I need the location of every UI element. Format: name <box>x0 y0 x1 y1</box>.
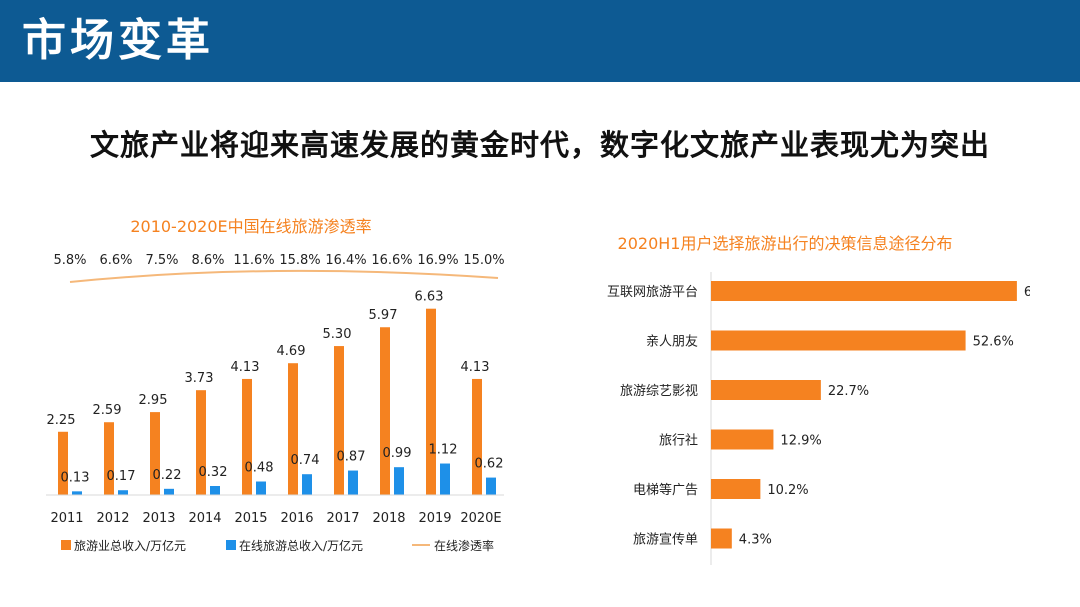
title-bar: 市场变革 <box>0 0 1080 82</box>
penetration-label: 5.8% <box>53 253 86 268</box>
bar-online-revenue <box>348 470 358 495</box>
data-label-online-revenue: 0.32 <box>199 465 228 480</box>
data-label-total-revenue: 4.69 <box>277 344 306 359</box>
category-label: 旅游宣传单 <box>633 532 698 548</box>
x-tick-label: 2013 <box>142 511 175 526</box>
penetration-label: 11.6% <box>233 253 274 268</box>
x-tick-label: 2011 <box>50 511 83 526</box>
x-tick-label: 2015 <box>234 511 267 526</box>
x-tick-label: 2019 <box>418 511 451 526</box>
chart-title: 2010-2020E中国在线旅游渗透率 <box>130 217 371 236</box>
data-label-online-revenue: 0.62 <box>475 457 504 472</box>
category-label: 电梯等广告 <box>633 482 698 498</box>
legend-label-total-revenue: 旅游业总收入/万亿元 <box>74 538 186 553</box>
bar-online-revenue <box>210 486 220 495</box>
bar-online-revenue <box>440 463 450 495</box>
data-label-online-revenue: 0.74 <box>291 453 320 468</box>
data-label-total-revenue: 2.25 <box>47 413 76 428</box>
bar-total-revenue <box>426 308 436 495</box>
bar <box>711 380 821 400</box>
x-tick-label: 2017 <box>326 511 359 526</box>
bar-group: 互联网旅游平台 63.2% 亲人朋友 52.6% 旅游综艺影视 22.7% 旅行社 12.9%… <box>607 281 1030 549</box>
penetration-label: 15.8% <box>279 253 320 268</box>
penetration-label: 8.6% <box>191 253 224 268</box>
data-label-total-revenue: 4.13 <box>461 360 490 375</box>
online-travel-penetration-chart: 2010-2020E中国在线旅游渗透率 5.8% 6.6% 7.5% 8.6% 11.6… <box>46 217 505 553</box>
bar-online-revenue <box>256 481 266 495</box>
legend-label-online-revenue: 在线旅游总收入/万亿元 <box>239 538 363 553</box>
penetration-label: 16.9% <box>417 253 458 268</box>
bar-total-revenue <box>104 422 114 495</box>
data-label: 4.3% <box>739 533 772 548</box>
category-label: 亲人朋友 <box>646 334 698 350</box>
data-label-online-revenue: 0.99 <box>383 446 412 461</box>
penetration-line <box>69 269 499 283</box>
bar <box>711 528 732 549</box>
category-label: 旅行社 <box>659 433 698 449</box>
bar-total-revenue <box>288 363 298 495</box>
penetration-label: 16.4% <box>325 253 366 268</box>
data-label-online-revenue: 0.13 <box>61 470 90 485</box>
headline: 文旅产业将迎来高速发展的黄金时代，数字化文旅产业表现尤为突出 <box>89 128 990 162</box>
bar-online-revenue <box>72 491 82 495</box>
data-label: 22.7% <box>828 384 869 399</box>
bar <box>711 281 1017 301</box>
data-label-total-revenue: 2.95 <box>139 393 168 408</box>
data-label-online-revenue: 0.22 <box>153 468 182 483</box>
data-label-total-revenue: 6.63 <box>415 290 444 305</box>
data-label: 63.2% <box>1024 285 1030 300</box>
bar-total-revenue <box>334 346 344 495</box>
x-tick-label: 2018 <box>372 511 405 526</box>
legend-swatch-total-revenue <box>61 540 71 550</box>
data-label-online-revenue: 1.12 <box>429 443 458 458</box>
x-tick-label: 2020E <box>460 511 501 526</box>
decision-channel-chart: 2020H1用户选择旅游出行的决策信息途径分布 互联网旅游平台 63.2% 亲人朋友… <box>607 234 1030 565</box>
bar-online-revenue <box>164 488 174 495</box>
bar-group: 2.25 0.13 2011 2.59 0.17 2012 2.95 0.22 2013 3.73… <box>47 290 504 526</box>
bar <box>711 429 774 450</box>
page-title: 市场变革 <box>22 15 214 66</box>
x-tick-label: 2016 <box>280 511 313 526</box>
bar-total-revenue <box>472 378 482 495</box>
data-label-online-revenue: 0.48 <box>245 461 274 476</box>
legend: 旅游业总收入/万亿元 在线旅游总收入/万亿元 在线渗透率 <box>61 538 494 553</box>
chart-title: 2020H1用户选择旅游出行的决策信息途径分布 <box>618 234 953 253</box>
data-label-online-revenue: 0.17 <box>107 469 136 484</box>
bar-online-revenue <box>118 490 128 495</box>
penetration-label: 7.5% <box>145 253 178 268</box>
bar-total-revenue <box>380 327 390 495</box>
bar-total-revenue <box>242 378 252 495</box>
data-label-total-revenue: 2.59 <box>93 403 122 418</box>
data-label: 12.9% <box>780 434 821 449</box>
bar <box>711 330 966 351</box>
penetration-label: 15.0% <box>463 253 504 268</box>
penetration-label: 16.6% <box>371 253 412 268</box>
bar <box>711 479 761 499</box>
data-label-total-revenue: 5.97 <box>369 308 398 323</box>
data-label-total-revenue: 3.73 <box>185 371 214 386</box>
legend-label-penetration: 在线渗透率 <box>434 538 494 553</box>
data-label: 10.2% <box>767 483 808 498</box>
bar-total-revenue <box>150 412 160 495</box>
bar-online-revenue <box>302 474 312 495</box>
data-label-online-revenue: 0.87 <box>337 450 366 465</box>
data-label: 52.6% <box>973 335 1014 350</box>
bar-total-revenue <box>58 431 68 495</box>
legend-swatch-online-revenue <box>226 540 236 550</box>
x-tick-label: 2012 <box>96 511 129 526</box>
category-label: 互联网旅游平台 <box>607 285 698 300</box>
bar-online-revenue <box>394 467 404 495</box>
x-tick-label: 2014 <box>188 511 221 526</box>
data-label-total-revenue: 4.13 <box>231 360 260 375</box>
category-label: 旅游综艺影视 <box>620 384 698 399</box>
data-label-total-revenue: 5.30 <box>323 327 352 342</box>
penetration-label: 6.6% <box>99 253 132 268</box>
bar-total-revenue <box>196 390 206 495</box>
penetration-labels: 5.8% 6.6% 7.5% 8.6% 11.6% 15.8% 16.4% 16.6% 16.9… <box>53 253 504 268</box>
bar-online-revenue <box>486 477 496 495</box>
